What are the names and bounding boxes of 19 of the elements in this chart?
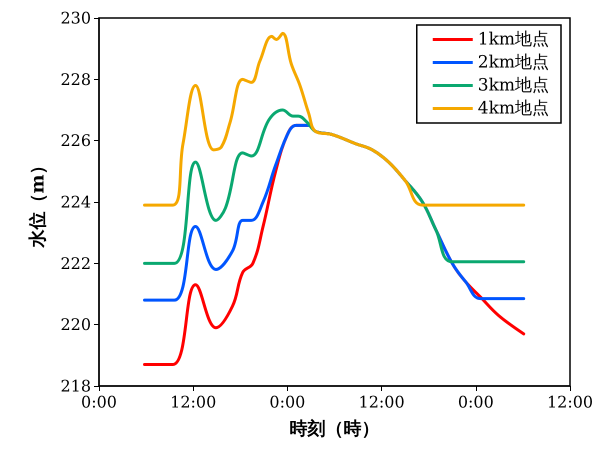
y-tick-label: 218 [60,376,91,396]
y-tick-label: 222 [60,254,91,273]
y-tick-label: 220 [60,315,91,334]
legend-label: 3km地点 [478,76,550,96]
x-tick-label: 12:00 [546,392,594,412]
x-tick-label: 12:00 [358,392,405,412]
y-tick-label: 228 [60,70,91,89]
x-axis-title: 時刻（時） [290,418,380,440]
x-tick-label: 0:00 [458,392,494,412]
x-tick-label: 0:00 [269,392,306,412]
legend-label: 2km地点 [478,52,550,72]
legend-label: 1km地点 [478,30,550,50]
x-tick-label: 0:00 [81,392,117,412]
y-axis-title: 水位（m） [28,156,48,249]
y-tick-label: 224 [60,192,91,212]
legend-label: 4km地点 [478,98,550,118]
y-tick-label: 230 [60,8,91,28]
x-tick-label: 12:00 [170,392,216,412]
y-tick-label: 226 [60,131,91,150]
